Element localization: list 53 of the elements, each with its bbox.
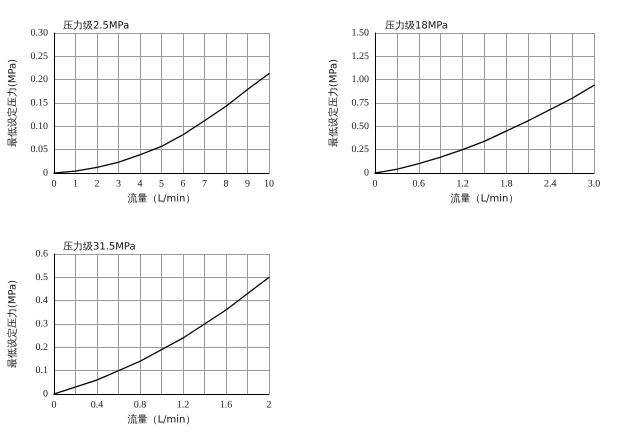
- x-axis-title: 流量（L/min）: [450, 192, 518, 204]
- x-tick-label: 2: [266, 400, 272, 410]
- x-tick-label: 0.8: [134, 400, 146, 410]
- y-tick-label: 0.50: [352, 120, 369, 132]
- x-axis-title: 流量（L/min）: [128, 192, 196, 204]
- x-tick-label: 9: [245, 178, 250, 190]
- x-tick-label: 1: [73, 178, 78, 190]
- y-tick-label: 0.05: [30, 144, 48, 156]
- y-axis-title: 最低设定压力(MPa): [328, 58, 340, 148]
- y-tick-label: 0.25: [352, 144, 369, 156]
- y-tick-label: 0: [364, 168, 369, 178]
- y-tick-label: 0.3: [36, 318, 48, 330]
- chart-title: 压力级18MPa: [385, 20, 448, 32]
- x-tick-label: 6: [180, 178, 186, 190]
- x-tick-label: 5: [159, 178, 164, 190]
- x-tick-label: 8: [224, 178, 228, 190]
- y-tick-label: 0: [43, 388, 48, 400]
- x-tick-label: 7: [202, 178, 207, 190]
- x-tick-label: 1.2: [176, 400, 190, 410]
- y-tick-label: 0.4: [36, 295, 48, 306]
- y-axis-title: 最低设定压力(MPa): [6, 280, 18, 368]
- y-tick-label: 0: [43, 168, 48, 178]
- chart-title: 压力级31.5MPa: [63, 240, 136, 252]
- x-tick-label: 3: [116, 178, 121, 190]
- x-tick-label: 1.8: [500, 178, 513, 190]
- y-tick-label: 0.75: [352, 98, 369, 108]
- x-tick-label: 4: [138, 178, 142, 190]
- x-tick-label: 0.6: [412, 178, 426, 190]
- y-tick-label: 0.30: [30, 28, 48, 38]
- y-tick-label: 1.00: [352, 74, 369, 86]
- x-tick-label: 0.4: [90, 400, 104, 410]
- y-tick-label: 0.5: [36, 272, 48, 283]
- x-tick-label: 1.2: [456, 178, 469, 190]
- y-axis-title: 最低设定压力(MPa): [6, 58, 18, 148]
- x-tick-label: 0: [52, 400, 56, 410]
- chart-title: 压力级2.5MPa: [63, 20, 130, 32]
- x-tick-label: 1.6: [220, 400, 232, 410]
- x-tick-label: 0: [52, 178, 56, 190]
- y-tick-label: 1.50: [352, 28, 369, 38]
- x-tick-label: 2.4: [544, 178, 556, 190]
- y-tick-label: 1.25: [352, 50, 369, 62]
- x-tick-label: 0: [372, 178, 378, 190]
- x-tick-label: 10: [264, 178, 274, 190]
- x-tick-label: 2: [94, 178, 100, 190]
- y-tick-label: 0.1: [36, 365, 48, 376]
- y-tick-label: 0.6: [36, 248, 48, 260]
- y-tick-label: 0.20: [30, 74, 48, 86]
- y-tick-label: 0.2: [36, 342, 48, 353]
- x-axis-title: 流量（L/min）: [128, 413, 196, 426]
- y-tick-label: 0.25: [30, 50, 48, 62]
- y-tick-label: 0.10: [30, 120, 48, 132]
- y-tick-label: 0.15: [30, 98, 48, 108]
- x-tick-label: 3.0: [588, 178, 600, 190]
